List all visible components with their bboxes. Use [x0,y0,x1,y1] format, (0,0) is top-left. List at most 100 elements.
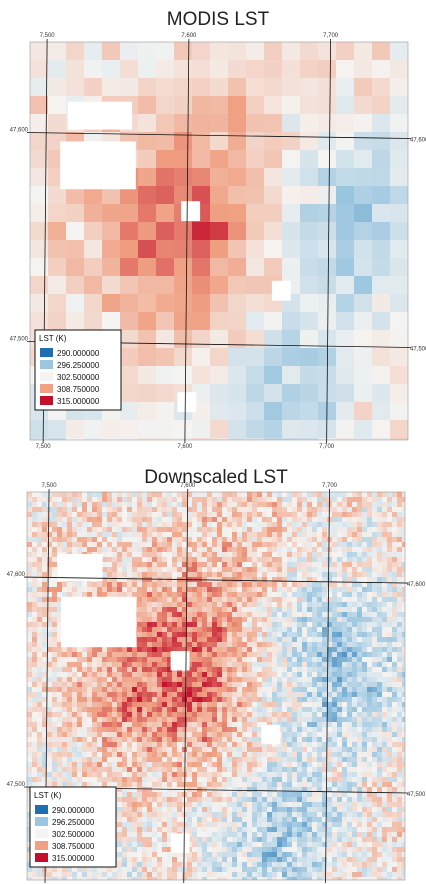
raster-cell [30,312,48,330]
raster-cell [300,366,318,384]
raster-cell [142,602,147,607]
raster-cell [227,732,232,737]
raster-cell [352,662,357,667]
raster-cell [397,757,402,762]
raster-cell [362,757,367,762]
raster-cell [182,537,187,542]
raster-cell [246,258,264,276]
raster-cell [272,682,277,687]
raster-cell [322,582,327,587]
raster-cell [120,42,138,60]
raster-cell [267,687,272,692]
raster-cell [147,577,152,582]
raster-cell [227,657,232,662]
raster-cell [157,762,162,767]
raster-cell [102,717,107,722]
raster-cell [117,652,122,657]
raster-cell [92,707,97,712]
raster-cell [282,517,287,522]
raster-cell [187,587,192,592]
raster-cell [272,617,277,622]
raster-cell [120,258,138,276]
raster-cell [277,547,282,552]
raster-cell [152,672,157,677]
raster-cell [307,707,312,712]
raster-cell [377,637,382,642]
raster-cell [122,582,127,587]
raster-cell [62,772,67,777]
raster-cell [202,702,207,707]
raster-cell [102,532,107,537]
raster-cell [222,742,227,747]
raster-cell [47,722,52,727]
raster-cell [117,542,122,547]
raster-cell [142,757,147,762]
raster-cell [397,532,402,537]
raster-cell [42,607,47,612]
raster-cell [112,662,117,667]
y-tick-label: 47,600 [410,138,426,144]
raster-cell [272,627,277,632]
raster-cell [262,657,267,662]
raster-cell [67,527,72,532]
raster-cell [297,517,302,522]
raster-cell [102,752,107,757]
raster-cell [177,727,182,732]
raster-cell [212,632,217,637]
raster-cell [66,276,84,294]
raster-cell [67,667,72,672]
raster-cell [397,502,402,507]
raster-cell [397,737,402,742]
raster-cell [187,642,192,647]
raster-cell [367,567,372,572]
raster-cell [197,747,202,752]
raster-cell [127,512,132,517]
raster-cell [262,717,267,722]
raster-cell [252,612,257,617]
raster-cell [322,607,327,612]
raster-cell [27,577,32,582]
raster-cell [137,587,142,592]
raster-cell [277,597,282,602]
raster-cell [387,497,392,502]
raster-cell [107,692,112,697]
raster-cell [287,642,292,647]
raster-cell [247,757,252,762]
raster-cell [402,532,405,537]
raster-cell [382,652,387,657]
raster-cell [317,752,322,757]
raster-cell [57,502,62,507]
raster-cell [362,512,367,517]
raster-cell [32,727,37,732]
raster-cell [142,582,147,587]
raster-cell [102,722,107,727]
raster-cell [367,702,372,707]
raster-cell [162,697,167,702]
raster-cell [300,330,318,348]
raster-cell [332,647,337,652]
raster-cell [127,562,132,567]
raster-cell [342,627,347,632]
raster-cell [62,502,67,507]
raster-cell [84,294,102,312]
raster-cell [82,732,87,737]
raster-cell [252,752,257,757]
raster-cell [252,707,257,712]
raster-cell [357,512,362,517]
raster-cell [237,547,242,552]
raster-cell [167,782,172,787]
raster-cell [237,502,242,507]
raster-cell [72,527,77,532]
raster-cell [117,747,122,752]
raster-cell [397,717,402,722]
raster-cell [212,737,217,742]
raster-cell [62,752,67,757]
raster-cell [392,757,397,762]
raster-cell [232,737,237,742]
raster-cell [382,532,387,537]
raster-cell [382,742,387,747]
raster-cell [27,712,32,717]
raster-cell [300,258,318,276]
raster-cell [92,732,97,737]
raster-cell [142,592,147,597]
